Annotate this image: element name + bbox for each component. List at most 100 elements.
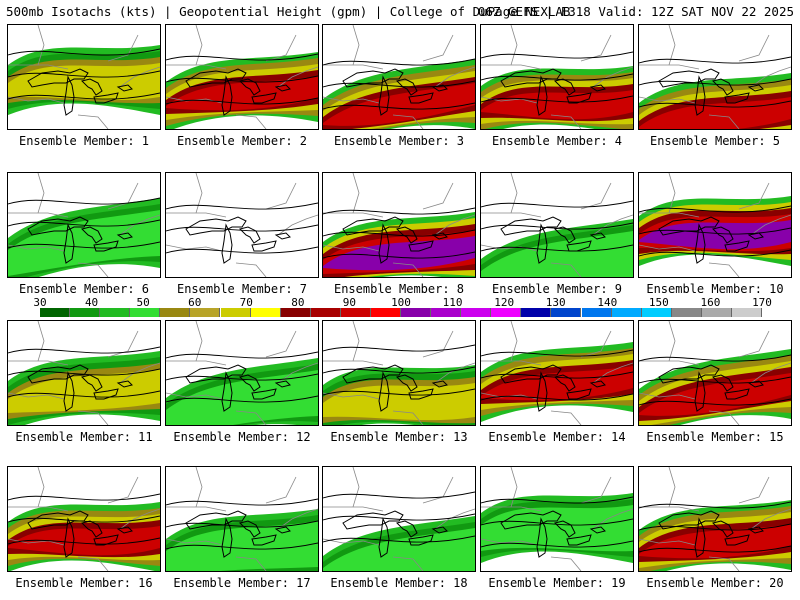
colorbar-swatch <box>280 308 311 317</box>
ensemble-member-label: Ensemble Member: 15 <box>646 430 784 444</box>
map-graphic <box>8 173 160 277</box>
height-contour <box>639 205 791 213</box>
great-lakes-coastline <box>500 216 562 236</box>
political-border <box>8 212 69 218</box>
great-lakes-coastline <box>536 75 548 116</box>
political-border <box>481 506 542 512</box>
political-border <box>750 66 791 88</box>
political-border <box>580 330 612 358</box>
height-contour <box>166 395 318 403</box>
great-lakes-coastline <box>694 75 706 116</box>
political-border <box>550 262 582 277</box>
map-graphic <box>166 467 318 571</box>
ensemble-member-label: Ensemble Member: 8 <box>333 282 465 296</box>
great-lakes-coastline <box>239 374 261 392</box>
political-border <box>639 538 696 546</box>
map-panel-9 <box>480 172 634 278</box>
political-border <box>392 262 424 277</box>
colorbar-tick-label: 120 <box>494 296 515 309</box>
map-graphic <box>166 25 318 129</box>
great-lakes-coastline <box>658 216 720 236</box>
ensemble-member-label: Ensemble Member: 2 <box>176 134 308 148</box>
political-border <box>668 321 676 362</box>
great-lakes-coastline <box>342 364 404 384</box>
political-border <box>352 173 360 214</box>
great-lakes-coastline <box>536 517 548 558</box>
political-border <box>750 362 791 384</box>
height-contour <box>8 197 160 205</box>
map-graphic <box>481 467 633 571</box>
colorbar-swatch <box>130 308 161 317</box>
height-contour <box>8 48 160 56</box>
height-contour <box>323 513 475 521</box>
great-lakes-coastline <box>566 388 592 400</box>
height-contour <box>8 346 160 354</box>
colorbar-swatch <box>340 308 371 317</box>
height-contour <box>8 241 160 249</box>
isotach-band <box>166 76 318 111</box>
isotach-band <box>8 526 160 556</box>
political-border <box>738 330 770 358</box>
political-border <box>639 96 696 104</box>
great-lakes-coastline <box>408 534 434 546</box>
map-graphic <box>8 25 160 129</box>
great-lakes-coastline <box>712 374 734 392</box>
height-contour <box>166 498 318 506</box>
height-contour <box>8 92 160 100</box>
political-border <box>323 96 380 104</box>
great-lakes-coastline <box>185 216 247 236</box>
great-lakes-coastline <box>712 226 734 244</box>
height-contour <box>323 102 475 110</box>
colorbar-swatch <box>401 308 432 317</box>
ensemble-member-label: Ensemble Member: 7 <box>176 282 308 296</box>
political-border <box>277 508 318 530</box>
great-lakes-coastline <box>431 526 448 534</box>
map-panel-6 <box>7 172 161 278</box>
political-border <box>580 34 612 62</box>
political-border <box>8 506 69 512</box>
political-border <box>277 214 318 236</box>
political-border <box>510 25 518 66</box>
height-contour <box>323 207 475 215</box>
great-lakes-coastline <box>274 526 291 534</box>
height-contour <box>481 393 633 401</box>
political-border <box>107 476 139 504</box>
height-contour <box>323 229 475 237</box>
colorbar-swatch <box>701 308 732 317</box>
ensemble-member-label: Ensemble Member: 14 <box>488 430 626 444</box>
map-graphic <box>481 25 633 129</box>
height-contour <box>166 97 318 105</box>
ensemble-member-label: Ensemble Member: 18 <box>330 576 468 590</box>
height-contour <box>481 371 633 379</box>
map-panel-2 <box>165 24 319 130</box>
political-border <box>481 212 542 218</box>
great-lakes-coastline <box>747 380 764 388</box>
isotach-band <box>639 97 791 129</box>
great-lakes-coastline <box>251 534 277 546</box>
great-lakes-coastline <box>274 84 291 92</box>
political-border <box>265 34 297 62</box>
political-border <box>639 244 696 252</box>
great-lakes-coastline <box>221 371 233 412</box>
colorbar-tick-label: 130 <box>545 296 566 309</box>
isotach-band <box>8 210 160 276</box>
isotach-colorbar: 30 40 50 60 70 80 90 100 110 120 130 140 150 160 170 <box>14 296 788 318</box>
colorbar-swatch <box>461 308 492 317</box>
political-border <box>265 476 297 504</box>
colorbar-tick-label: 140 <box>597 296 618 309</box>
political-border <box>481 64 542 70</box>
colorbar-swatch <box>370 308 401 317</box>
political-border <box>119 66 160 88</box>
height-contour <box>323 366 475 374</box>
height-contour <box>8 390 160 398</box>
great-lakes-coastline <box>724 92 750 104</box>
political-border <box>550 114 582 129</box>
colorbar-tick-label: 160 <box>700 296 721 309</box>
political-border <box>37 173 45 214</box>
map-panel-12 <box>165 320 319 426</box>
height-contour <box>639 56 791 64</box>
height-contour <box>323 491 475 499</box>
political-border <box>580 476 612 504</box>
political-border <box>639 64 700 70</box>
political-border <box>195 467 203 508</box>
